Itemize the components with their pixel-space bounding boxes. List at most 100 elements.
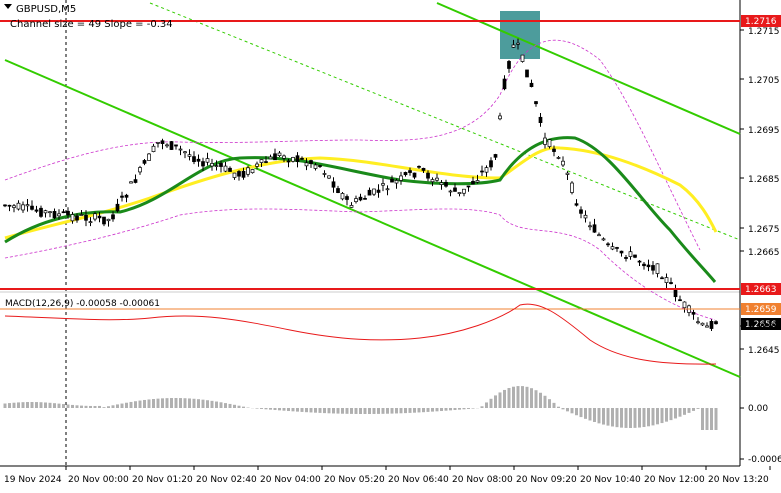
candle-body [260, 160, 263, 163]
candle-body [107, 219, 110, 220]
macd-bar [278, 408, 281, 410]
macd-bar [166, 398, 169, 408]
candle-body [103, 217, 106, 224]
candle-body [598, 235, 601, 236]
candle-body [440, 183, 443, 185]
candle-body [548, 140, 551, 147]
macd-bar [427, 408, 430, 412]
macd-bar [323, 408, 326, 413]
macd-bar [683, 408, 686, 415]
candle-body [368, 190, 371, 195]
candle-body [584, 215, 587, 218]
macd-bar [211, 401, 214, 408]
macd-bar [8, 403, 11, 408]
candle-body [233, 173, 236, 177]
candle-body [620, 251, 623, 253]
candle-body [607, 244, 610, 245]
candle-body [292, 157, 295, 161]
candle-body [346, 197, 349, 200]
macd-bar [616, 408, 619, 427]
candle-body [121, 196, 124, 197]
candle-body [517, 43, 520, 44]
macd-bar [445, 408, 448, 411]
macd-bar [287, 408, 290, 411]
candle-body [8, 205, 11, 206]
macd-bar [22, 402, 25, 408]
candle-body [553, 149, 556, 152]
price-badge-intermediate: 1.2659 [741, 303, 781, 315]
candle-body [323, 173, 326, 174]
candle-body [575, 204, 578, 206]
candle-body [566, 173, 569, 174]
candle-body [647, 265, 650, 267]
candle-body [508, 61, 511, 68]
macd-bar [274, 408, 277, 410]
macd-bar [458, 408, 461, 410]
macd-bar [562, 408, 565, 409]
macd-bar [404, 408, 407, 413]
candle-body [157, 142, 160, 143]
time-label: 20 Nov 05:20 [324, 475, 385, 485]
candle-body [112, 215, 115, 219]
candle-body [643, 264, 646, 266]
macd-bar [4, 404, 7, 408]
macd-bar [256, 408, 259, 409]
macd-bar [400, 408, 403, 413]
macd-bar [454, 408, 457, 410]
candle-body [188, 155, 191, 157]
candle-body [512, 45, 515, 47]
time-label: 20 Nov 01:20 [132, 475, 193, 485]
candle-body [211, 163, 214, 166]
macd-bar [301, 408, 304, 412]
candle-body [355, 199, 358, 202]
candle-body [503, 79, 506, 89]
macd-bar [508, 388, 511, 408]
macd-bar [67, 405, 70, 408]
candle-body [530, 83, 533, 86]
macd-bar [202, 400, 205, 408]
macd-bar [62, 404, 65, 408]
macd-bar [710, 408, 713, 430]
candle-body [242, 171, 245, 177]
candle-body [274, 154, 277, 160]
macd-bar [134, 401, 137, 408]
candle-body [71, 214, 74, 220]
macd-bar [481, 406, 484, 408]
macd-bar [688, 408, 691, 413]
candle-body [175, 145, 178, 146]
time-label: 20 Nov 06:40 [388, 475, 449, 485]
price-tick: 1.2665 [748, 248, 780, 258]
macd-bar [607, 408, 610, 426]
macd-bar [328, 408, 331, 413]
macd-bar [103, 407, 106, 408]
candle-body [445, 182, 448, 186]
candle-body [256, 164, 259, 166]
candle-body [134, 180, 137, 183]
macd-bar [571, 408, 574, 413]
candle-body [125, 195, 128, 197]
macd-bar [53, 403, 56, 408]
macd-bar [413, 408, 416, 413]
macd-bar [40, 402, 43, 408]
candle-body [4, 205, 7, 206]
macd-bar [296, 408, 299, 412]
candle-body [67, 211, 70, 215]
macd-bar [71, 405, 74, 408]
macd-bar [485, 402, 488, 408]
candle-body [58, 214, 61, 216]
macd-bar [620, 408, 623, 428]
candle-body [269, 157, 272, 159]
macd-bar [382, 408, 385, 414]
macd-bar [269, 408, 272, 410]
candle-body [670, 282, 673, 283]
macd-bar [31, 402, 34, 408]
candle-body [661, 278, 664, 279]
macd-bar [499, 392, 502, 408]
candle-body [458, 193, 461, 194]
macd-bar [220, 402, 223, 408]
candle-body [580, 210, 583, 214]
candle-body [427, 173, 430, 178]
candle-body [463, 189, 466, 193]
macd-bar [625, 408, 628, 428]
